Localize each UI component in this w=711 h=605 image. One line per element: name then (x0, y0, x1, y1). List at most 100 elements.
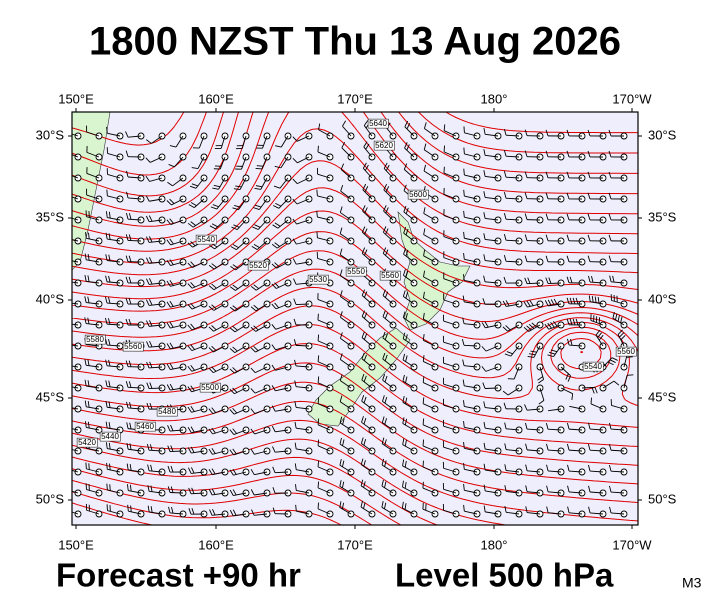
barb-feather (444, 146, 445, 152)
top-tick-label: 160°E (198, 91, 234, 106)
barb-feather (68, 442, 69, 448)
barb-feather (64, 380, 65, 386)
barb-feather (423, 397, 424, 403)
barb-shaft (296, 304, 309, 305)
contour-label: 5440 (101, 432, 119, 441)
bottom-tick-label: 160°E (198, 537, 234, 552)
barb-feather (317, 211, 318, 217)
barb-feather (65, 421, 66, 427)
barb-feather (67, 254, 68, 260)
barb-feather (317, 190, 318, 196)
bottom-tick-label: 180° (481, 537, 508, 552)
barb-feather (318, 397, 319, 403)
contour-label: 5640 (369, 119, 387, 128)
barb-feather (423, 418, 424, 424)
left-tick-label: 35°S (36, 209, 65, 224)
barb-feather (464, 148, 465, 154)
barb-feather (318, 440, 319, 446)
barb-feather (464, 169, 465, 175)
barb-feather (67, 359, 68, 365)
barb-feather (107, 190, 108, 196)
barb-feather (68, 232, 69, 238)
barb-feather (627, 375, 633, 376)
contour-label: 5540 (584, 362, 602, 371)
top-tick-label: 170°W (612, 91, 652, 106)
model-label: M3 (682, 575, 702, 591)
barb-feather (318, 503, 319, 509)
barb-feather (67, 296, 68, 302)
level-label: Level 500 hPa (395, 557, 614, 594)
barb-feather (318, 419, 319, 425)
top-tick-label: 150°E (58, 91, 94, 106)
barb-feather (318, 355, 319, 361)
barb-feather (67, 401, 68, 407)
right-tick-label: 35°S (648, 209, 677, 224)
left-tick-label: 40°S (36, 291, 65, 306)
contour-label: 5600 (409, 190, 427, 199)
barb-feather (68, 422, 69, 428)
map-body: 5640 5620 5600 5540 5520 5530 5550 5560 … (64, 106, 654, 538)
barb-shaft (149, 388, 162, 389)
barb-feather (67, 317, 68, 323)
barb-shaft (582, 387, 595, 388)
barb-shaft (170, 451, 183, 452)
left-tick-label: 50°S (36, 491, 65, 506)
barb-feather (65, 232, 66, 238)
barb-feather (64, 338, 65, 344)
contour-label: 5550 (347, 267, 365, 276)
left-tick-label: 30°S (36, 127, 65, 142)
barb-feather (464, 190, 465, 196)
barb-feather (318, 335, 319, 341)
barb-feather (67, 338, 68, 344)
barb-feather (128, 505, 129, 511)
top-tick-label: 170°E (337, 91, 373, 106)
contour-line (106, 106, 139, 107)
contour-label: 5540 (197, 235, 215, 244)
barb-feather (67, 275, 68, 281)
right-tick-label: 40°S (648, 291, 677, 306)
right-tick-label: 30°S (648, 127, 677, 142)
contour-label: 5500 (201, 383, 219, 392)
barb-shaft (128, 240, 141, 241)
barb-feather (64, 359, 65, 365)
contour-label: 5420 (78, 438, 96, 447)
contour-label: 5520 (249, 261, 267, 270)
barb-feather (318, 482, 319, 488)
barb-feather (110, 484, 111, 490)
barb-feather (107, 484, 108, 490)
barb-feather (256, 168, 262, 169)
contour-label: 5560 (381, 271, 399, 280)
forecast-label: Forecast +90 hr (56, 557, 301, 594)
barb-feather (318, 376, 319, 382)
barb-feather (444, 124, 445, 130)
bottom-tick-label: 150°E (58, 537, 94, 552)
barb-feather (67, 380, 68, 386)
barb-shaft (296, 345, 309, 346)
barb-feather (318, 461, 319, 467)
bottom-tick-label: 170°W (612, 537, 652, 552)
barb-feather (64, 400, 65, 406)
map-title: 1800 NZST Thu 13 Aug 2026 (89, 20, 621, 64)
barb-shaft (548, 283, 561, 284)
left-tick-label: 45°S (36, 389, 65, 404)
barb-feather (64, 253, 65, 259)
barb-feather (131, 506, 132, 512)
bottom-tick-label: 170°E (337, 537, 373, 552)
contour-label: 5580 (86, 335, 104, 344)
contour-label: 5530 (309, 275, 327, 284)
barb-feather (64, 296, 65, 302)
contour-label: 5560 (124, 342, 142, 351)
right-tick-label: 45°S (648, 389, 677, 404)
barb-feather (257, 166, 263, 167)
barb-feather (64, 275, 65, 281)
top-tick-label: 180° (481, 91, 508, 106)
barb-feather (65, 442, 66, 448)
contour-label: 5560 (617, 347, 635, 356)
right-tick-label: 50°S (648, 491, 677, 506)
contour-label: 5620 (375, 141, 393, 150)
contour-label: 5480 (158, 407, 176, 416)
contour-label: 5460 (136, 422, 154, 431)
barb-feather (64, 317, 65, 323)
barb-feather (423, 440, 424, 446)
